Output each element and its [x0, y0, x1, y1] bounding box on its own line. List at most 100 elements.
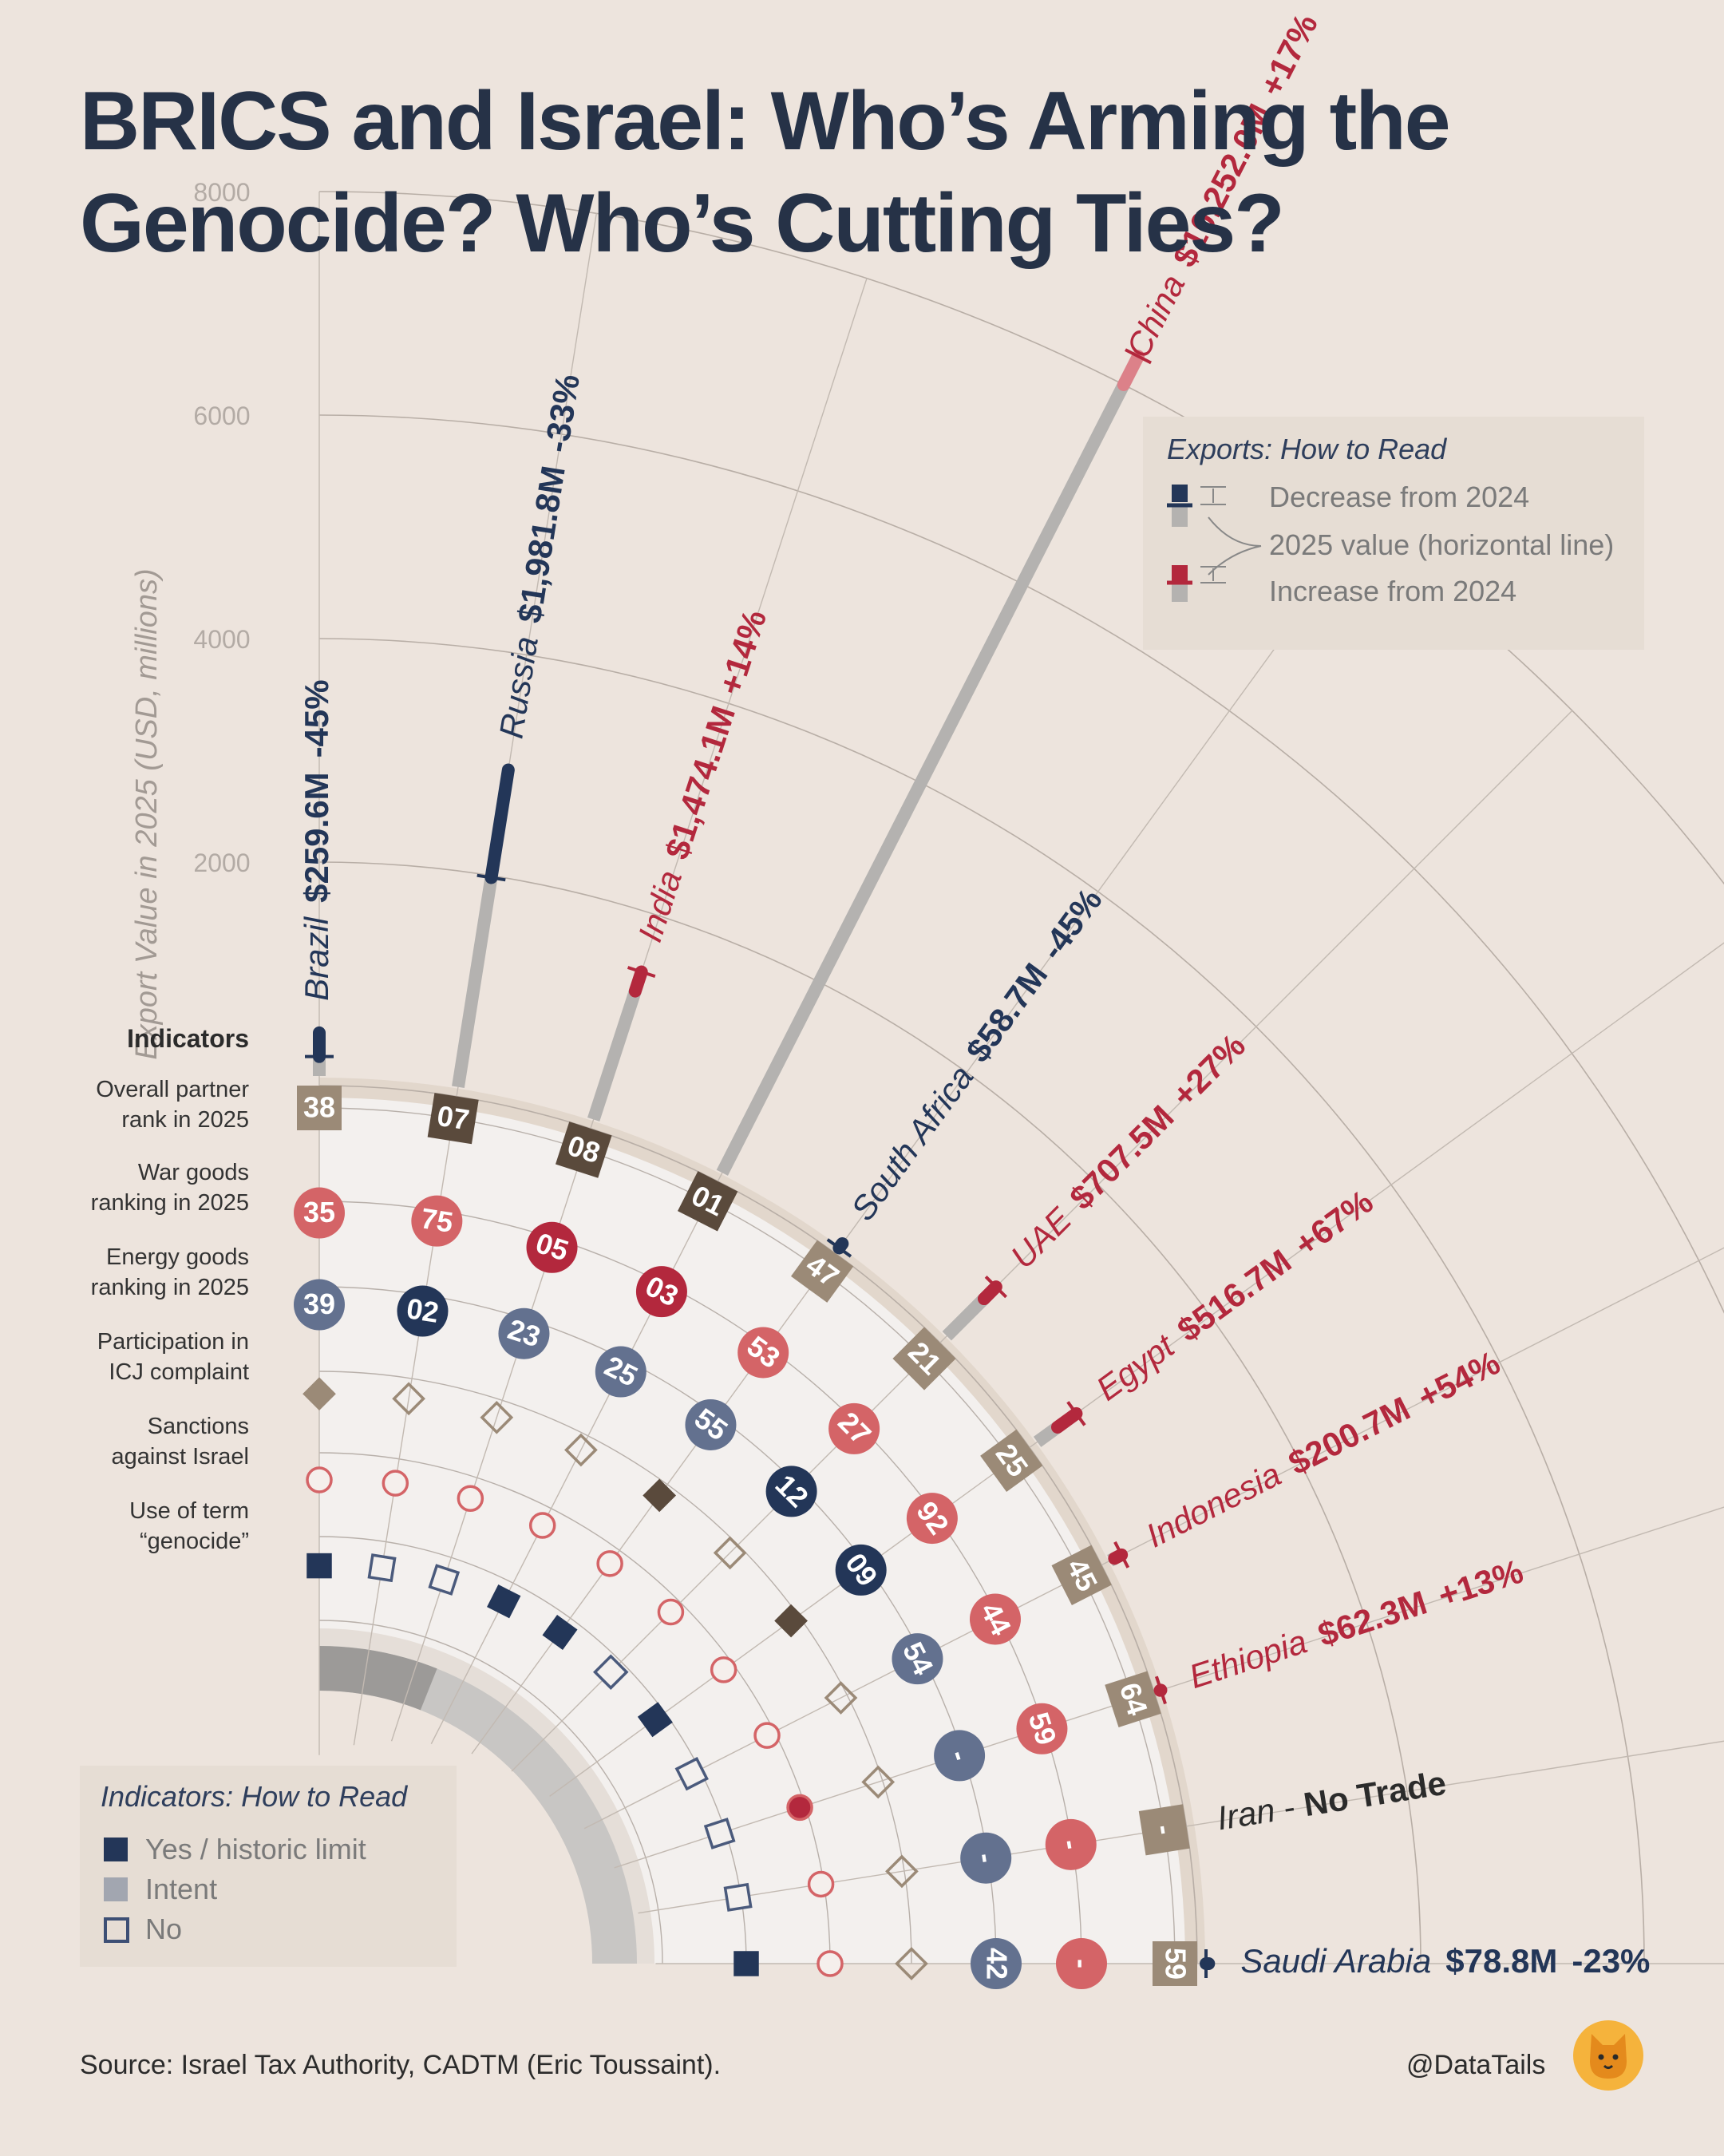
war-rank-circle [906, 1493, 958, 1545]
icj-diamond [643, 1478, 677, 1513]
change-label: +14% [711, 605, 773, 699]
core-arc-dark [318, 1646, 437, 1711]
bar-change-uae [977, 1280, 1002, 1306]
icj-diamond [774, 1604, 808, 1638]
overall-rank-square [790, 1240, 854, 1303]
legend-yes-icon [104, 1838, 128, 1861]
energy-rank-circle [294, 1279, 345, 1331]
energy-rank-circle [397, 1285, 449, 1337]
genocide-square [487, 1584, 521, 1619]
icj-diamond [885, 1854, 919, 1889]
exports-legend-marks [1167, 485, 1262, 602]
country-name: South Africa [844, 1058, 981, 1227]
war-rank-circle [1056, 1938, 1107, 1989]
energy-rank-value: 42 [980, 1948, 1013, 1980]
value-label: $200.7M [1283, 1390, 1416, 1482]
icj-diamond [861, 1765, 896, 1799]
title-line-2: Genocide? Who’s Cutting Ties? [80, 177, 1285, 270]
overall-rank-square [678, 1171, 738, 1232]
overall-rank-square [1138, 1804, 1190, 1856]
energy-rank-circle [971, 1938, 1022, 1989]
legend-decrease-text: Decrease from 2024 [1269, 481, 1530, 513]
icj-diamond [302, 1377, 336, 1411]
country-label: Ethiopia$62.3M+13% [1184, 1553, 1528, 1696]
legend-no-icon [104, 1917, 129, 1943]
energy-rank-circle [498, 1307, 550, 1359]
bar-russia [452, 876, 498, 1088]
energy-rank-circle [960, 1832, 1012, 1884]
genocide-square [593, 1654, 629, 1690]
page-title: BRICS and Israel: Who’s Arming the Genoc… [80, 70, 1692, 275]
icj-diamond [713, 1536, 747, 1570]
genocide-square [306, 1553, 332, 1579]
sanctions-circle [786, 1794, 813, 1822]
war-rank-circle [969, 1593, 1021, 1645]
energy-rank-value: 02 [405, 1292, 441, 1329]
value-label: $78.8M [1445, 1942, 1557, 1980]
value-tick-india [627, 966, 656, 979]
change-label: +54% [1412, 1343, 1506, 1416]
war-rank-circle [635, 1266, 687, 1318]
value-tick-china [1125, 348, 1152, 365]
country-label: Iran - No Trade [1215, 1764, 1449, 1838]
bar-change-india [628, 965, 648, 998]
label-overall-rank: Overall partner rank in 2025 [96, 1077, 249, 1133]
war-rank-circle [294, 1187, 345, 1239]
indicator-markers: 3835390775020805230103254753552127122592… [294, 1086, 1197, 1989]
war-rank-value: - [1066, 1959, 1098, 1968]
war-rank-value: 75 [419, 1201, 456, 1239]
overall-rank-square [427, 1093, 479, 1145]
change-label: -45% [1033, 881, 1109, 967]
sanctions-circle [528, 1512, 556, 1539]
country-name: UAE [1003, 1200, 1079, 1276]
label-energy-rank: Energy goods ranking in 2025 [90, 1244, 249, 1300]
label-genocide: Use of term “genocide” [129, 1498, 249, 1554]
genocide-square [367, 1553, 397, 1583]
overall-rank-square [1153, 1941, 1197, 1986]
y-tick-label: 4000 [193, 625, 250, 654]
value-tick-uae [984, 1276, 1007, 1299]
sanctions-circle [657, 1598, 685, 1626]
genocide-square [674, 1756, 709, 1791]
war-rank-circle [828, 1402, 880, 1454]
bar-uae [942, 1294, 989, 1341]
genocide-square [428, 1564, 461, 1596]
decrease-marker-icon [1167, 485, 1226, 527]
legend-no-text: No [145, 1913, 183, 1945]
icj-diamond [824, 1681, 858, 1715]
energy-rank-circle [765, 1466, 817, 1517]
change-label: -33% [537, 372, 587, 455]
change-label: -45% [298, 679, 335, 758]
icj-diamond [895, 1947, 928, 1980]
overall-rank-value: 38 [303, 1091, 335, 1124]
energy-rank-circle [595, 1346, 646, 1398]
energy-rank-circle [934, 1730, 986, 1782]
label-sanctions: Sanctions against Israel [111, 1414, 250, 1470]
y-tick-label: 8000 [193, 178, 250, 207]
overall-rank-value: 59 [1159, 1948, 1192, 1980]
spoke [471, 529, 1362, 1754]
bar-change-china [1117, 350, 1145, 391]
exports-legend: Exports: How to Read Decrease from 2 [1143, 417, 1644, 650]
overall-rank-square [1105, 1671, 1161, 1728]
source-note: Source: Israel Tax Authority, CADTM (Eri… [80, 2050, 722, 2080]
war-rank-circle [526, 1221, 578, 1273]
sanctions-circle [710, 1656, 737, 1683]
spoke [614, 1506, 1724, 1869]
country-name: Brazil [298, 916, 335, 1001]
credit: @DataTails [1406, 2050, 1546, 2080]
dog-logo-icon [1572, 2020, 1644, 2091]
sanctions-circle [596, 1550, 623, 1577]
genocide-square [637, 1702, 673, 1738]
overall-rank-square [297, 1086, 342, 1130]
country-label: Indonesia$200.7M+54% [1141, 1343, 1506, 1554]
country-name: Saudi Arabia [1240, 1942, 1431, 1980]
sanctions-circle [457, 1485, 484, 1513]
value-label: $1,981.8M [510, 463, 571, 625]
sanctions-circle [817, 1950, 844, 1977]
sanctions-circle [382, 1470, 409, 1497]
value-label: $1,474.1M [658, 702, 742, 864]
country-label: South Africa$58.7M-45% [844, 881, 1109, 1227]
y-axis-title: Export Value in 2025 (USD, millions) [130, 568, 164, 1059]
